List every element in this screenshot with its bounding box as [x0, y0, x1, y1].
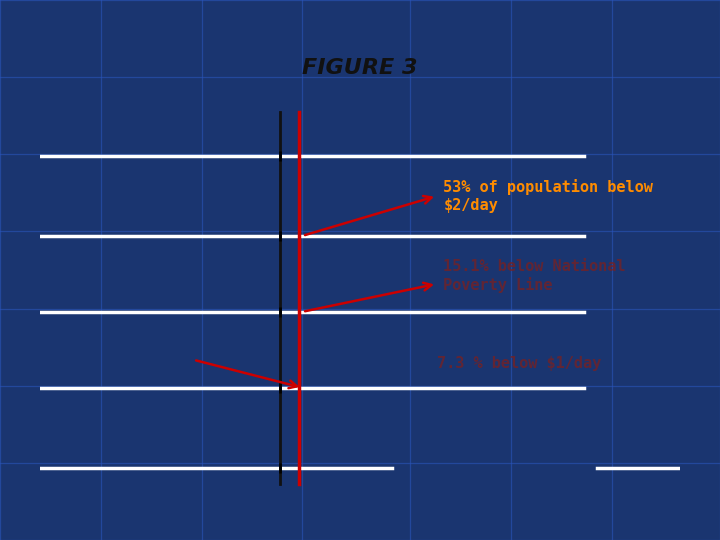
Text: 7.3 % below $1/day: 7.3 % below $1/day — [437, 356, 601, 371]
Text: FIGURE 3: FIGURE 3 — [302, 57, 418, 78]
Text: 15.1% below National
Poverty Line: 15.1% below National Poverty Line — [444, 259, 626, 293]
Text: 53% of population below
$2/day: 53% of population below $2/day — [444, 179, 653, 213]
